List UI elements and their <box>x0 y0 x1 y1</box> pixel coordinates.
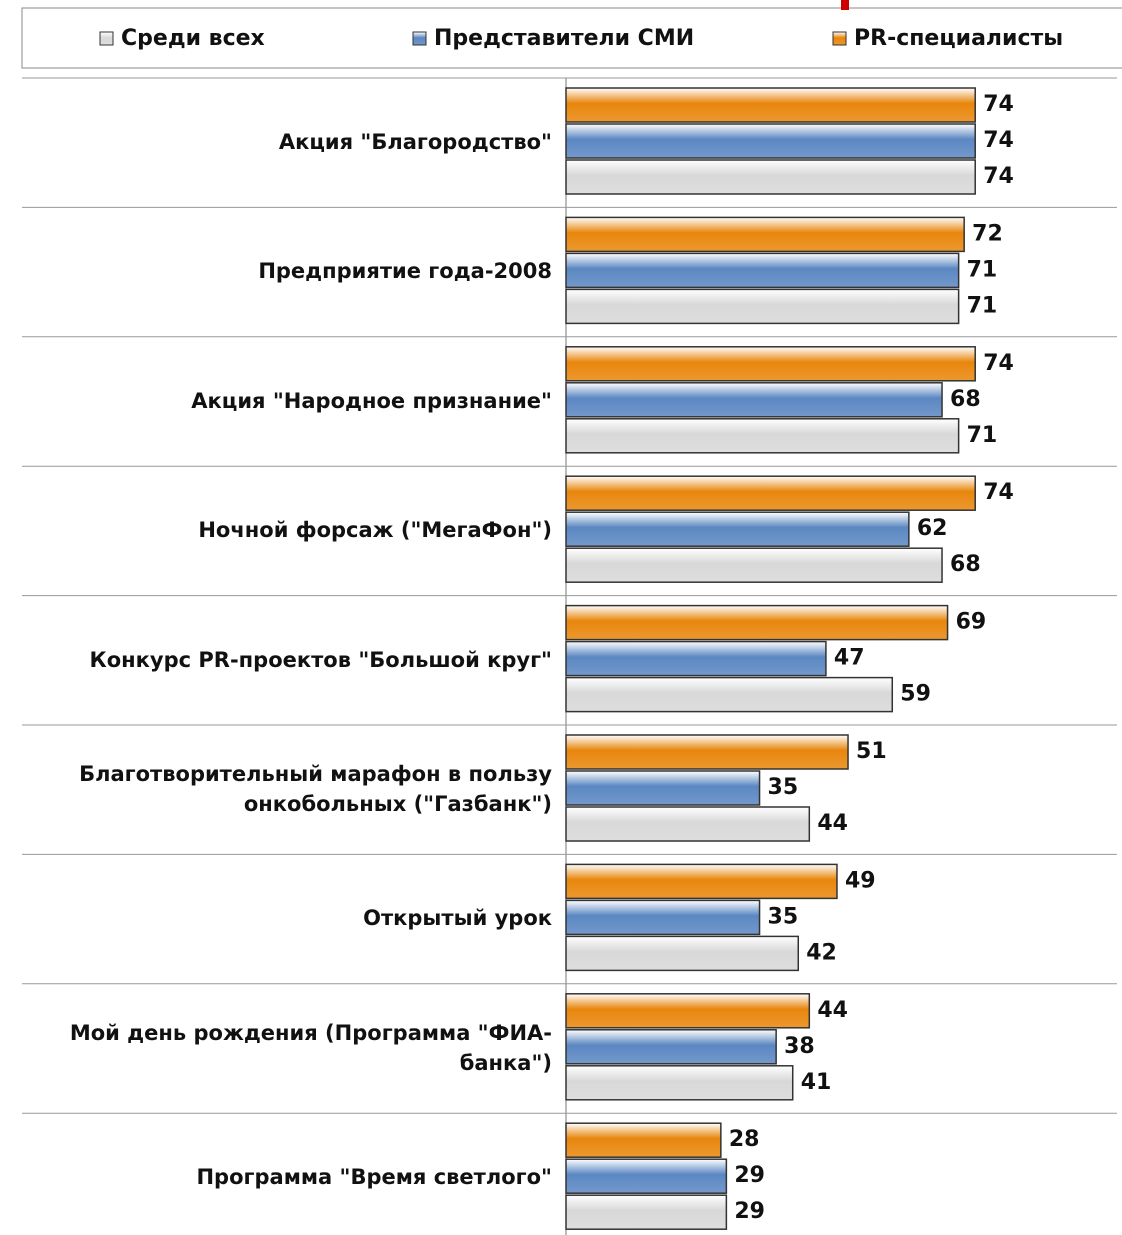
bar <box>566 864 837 898</box>
bar <box>566 936 798 970</box>
legend-label: Среди всех <box>121 26 265 51</box>
bar <box>566 347 975 381</box>
value-label: 74 <box>983 92 1014 117</box>
category-label: Предприятие года-2008 <box>0 256 552 286</box>
bar <box>566 1123 721 1157</box>
legend-swatch <box>833 32 846 45</box>
value-label: 74 <box>983 480 1014 505</box>
bar <box>566 289 959 323</box>
category-label: Ночной форсаж ("МегаФон") <box>0 515 552 545</box>
bar <box>566 476 975 510</box>
bar <box>566 253 959 287</box>
bar <box>566 1066 793 1100</box>
value-label: 74 <box>983 164 1014 189</box>
bar <box>566 124 975 158</box>
category-label: Акция "Благородство" <box>0 127 552 157</box>
bar <box>566 383 942 417</box>
category-label: Программа "Время светлого" <box>0 1162 552 1192</box>
value-label: 71 <box>967 423 998 448</box>
bar <box>566 160 975 194</box>
value-label: 71 <box>967 257 998 282</box>
bar <box>566 642 826 676</box>
bar <box>566 606 948 640</box>
decoration <box>841 0 849 10</box>
value-label: 41 <box>801 1070 832 1095</box>
value-label: 51 <box>856 739 887 764</box>
value-label: 35 <box>768 904 799 929</box>
bar <box>566 1195 726 1229</box>
page: Среди всех Представители СМИ PR-специалист… <box>0 0 1122 1235</box>
bar <box>566 1159 726 1193</box>
value-label: 29 <box>734 1163 765 1188</box>
value-label: 68 <box>950 387 981 412</box>
value-label: 68 <box>950 552 981 577</box>
value-label: 69 <box>956 610 987 635</box>
category-label: Конкурс PR-проектов "Большой круг" <box>0 645 552 675</box>
value-label: 42 <box>806 940 837 965</box>
legend-swatch <box>100 32 113 45</box>
bar <box>566 512 909 546</box>
value-label: 72 <box>972 221 1003 246</box>
bar <box>566 678 892 712</box>
bar <box>566 807 809 841</box>
bar <box>566 900 760 934</box>
bar <box>566 419 959 453</box>
bar <box>566 548 942 582</box>
value-label: 74 <box>983 128 1014 153</box>
legend-label: Представители СМИ <box>434 26 694 51</box>
legend-label: PR-специалисты <box>854 26 1063 51</box>
value-label: 47 <box>834 646 865 671</box>
category-label: Открытый урок <box>0 903 552 933</box>
bar <box>566 735 848 769</box>
value-label: 49 <box>845 868 876 893</box>
bar <box>566 994 809 1028</box>
value-label: 59 <box>900 682 931 707</box>
bar <box>566 88 975 122</box>
value-label: 38 <box>784 1034 815 1059</box>
legend-swatch <box>413 32 426 45</box>
category-label: Мой день рождения (Программа "ФИА-банка"… <box>0 1018 552 1078</box>
value-label: 44 <box>817 998 848 1023</box>
value-label: 71 <box>967 293 998 318</box>
bar <box>566 771 760 805</box>
bar <box>566 1030 776 1064</box>
category-label: Благотворительный марафон в пользу онкоб… <box>0 759 552 819</box>
value-label: 44 <box>817 811 848 836</box>
value-label: 62 <box>917 516 948 541</box>
value-label: 35 <box>768 775 799 800</box>
value-label: 29 <box>734 1199 765 1224</box>
bar <box>566 217 964 251</box>
value-label: 74 <box>983 351 1014 376</box>
category-label: Акция "Народное признание" <box>0 386 552 416</box>
value-label: 28 <box>729 1127 760 1152</box>
